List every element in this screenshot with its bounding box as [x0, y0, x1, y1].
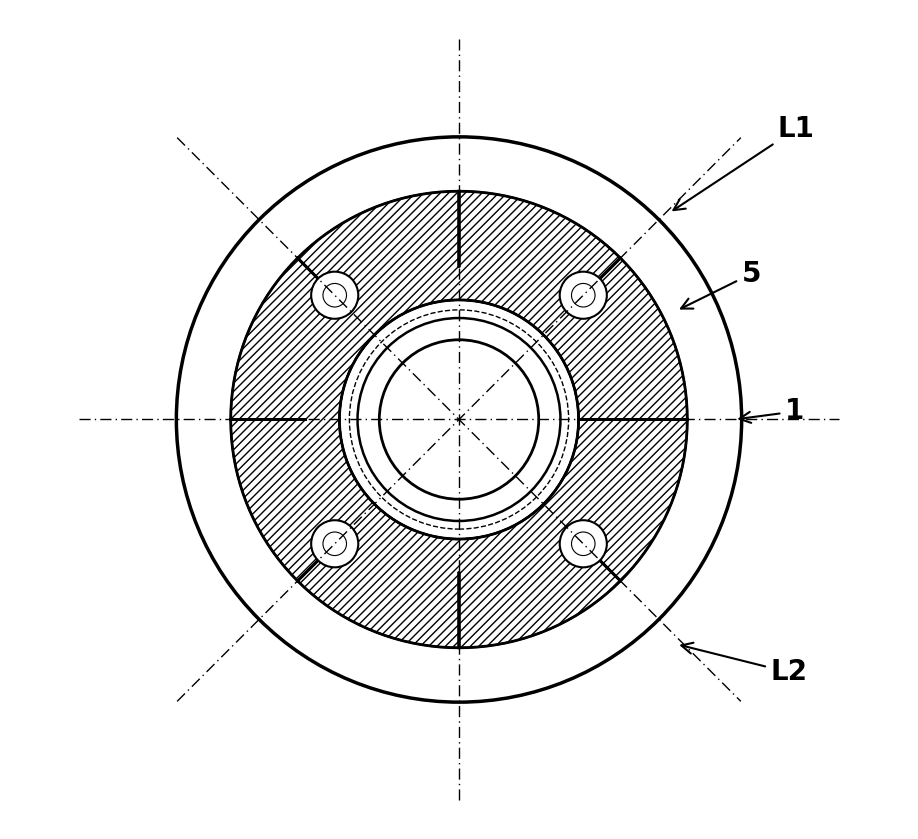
Circle shape	[560, 272, 607, 319]
PathPatch shape	[230, 191, 688, 648]
Circle shape	[572, 532, 595, 555]
Circle shape	[323, 532, 346, 555]
Text: L1: L1	[674, 115, 815, 210]
Circle shape	[560, 520, 607, 567]
Circle shape	[311, 272, 358, 319]
Circle shape	[323, 284, 346, 307]
Text: L2: L2	[681, 643, 808, 686]
Text: 1: 1	[740, 398, 804, 425]
Circle shape	[572, 284, 595, 307]
Text: 5: 5	[681, 260, 761, 309]
Circle shape	[311, 520, 358, 567]
Circle shape	[379, 340, 539, 499]
